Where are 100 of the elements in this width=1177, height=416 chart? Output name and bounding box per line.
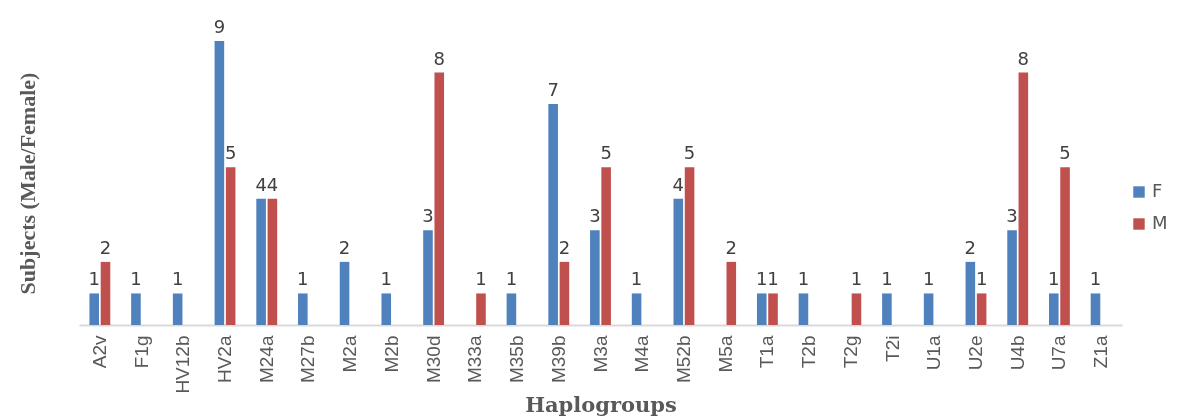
data-label: 9	[213, 16, 226, 37]
data-label: 1	[1048, 268, 1060, 290]
bar	[476, 293, 486, 325]
data-label: 1	[1089, 268, 1102, 290]
data-label: 1	[171, 268, 184, 290]
x-tick-label: M33a	[464, 335, 486, 384]
bar	[976, 293, 987, 325]
bar	[851, 293, 862, 325]
x-tick-label: M2a	[339, 335, 361, 373]
bar	[548, 104, 558, 325]
bar	[1018, 72, 1029, 325]
bar	[756, 293, 767, 325]
x-axis-title: Haplogroups	[525, 391, 677, 416]
bar	[882, 293, 892, 325]
data-label: 4	[255, 173, 267, 195]
data-label: 3	[1006, 205, 1018, 227]
bar	[298, 293, 308, 325]
x-tick-label: M30d	[422, 335, 444, 384]
x-tick-label: M52b	[672, 335, 694, 384]
data-label: 2	[99, 236, 112, 258]
x-tick-label: Z1a	[1090, 335, 1112, 369]
bar	[1048, 293, 1059, 325]
data-label: 8	[1017, 47, 1030, 69]
data-label: 1	[380, 268, 392, 290]
data-label: 5	[683, 142, 696, 164]
data-label: 1	[797, 268, 810, 290]
data-label: 2	[558, 236, 571, 258]
bar	[590, 230, 600, 325]
bar	[684, 167, 695, 325]
data-label: 1	[130, 268, 142, 290]
bar	[726, 261, 737, 325]
bar	[798, 293, 809, 325]
bar	[225, 167, 236, 325]
bar	[965, 261, 976, 325]
x-tick-label: HV2a	[214, 335, 236, 384]
data-label: 4	[266, 173, 279, 195]
y-axis-title: Subjects (Male/Female)	[14, 72, 40, 295]
x-tick-label: M35b	[506, 335, 528, 384]
bar	[506, 293, 517, 325]
x-tick-label: HV12b	[172, 335, 194, 394]
data-label: 1	[630, 268, 643, 290]
bar	[601, 167, 611, 325]
bar	[381, 293, 392, 325]
bar	[631, 293, 642, 325]
bar	[923, 293, 934, 325]
x-tick-label: U7a	[1048, 335, 1070, 371]
data-label: 1	[88, 268, 100, 290]
x-tick-label: M24a	[255, 335, 277, 384]
bar	[1090, 293, 1101, 325]
bar	[267, 198, 278, 325]
x-tick-label: A2v	[88, 335, 110, 369]
data-label: 3	[422, 205, 434, 227]
data-label: 7	[547, 79, 559, 101]
x-tick-label: U2e	[964, 335, 986, 371]
data-label: 2	[725, 236, 738, 258]
data-label: 3	[589, 205, 601, 227]
x-tick-label: F1g	[130, 335, 152, 369]
x-tick-label: M2b	[380, 335, 402, 373]
bar	[673, 198, 684, 325]
data-label: 5	[224, 142, 237, 164]
bar	[89, 293, 100, 325]
data-label: 1	[767, 268, 779, 290]
data-label: 5	[1059, 142, 1071, 164]
x-tick-label: T2i	[881, 335, 903, 362]
x-tick-label: M5a	[714, 335, 736, 373]
data-label: 1	[505, 268, 518, 290]
data-label: 1	[756, 268, 768, 290]
data-label: 4	[672, 173, 685, 195]
bar	[100, 261, 111, 325]
data-label: 8	[433, 47, 445, 69]
x-tick-label: M4a	[631, 335, 653, 373]
bar	[423, 230, 433, 325]
legend-label: M	[1152, 212, 1168, 233]
bar	[434, 72, 445, 325]
bar	[768, 293, 778, 325]
data-label: 2	[338, 236, 351, 258]
bar	[172, 293, 183, 325]
bar	[339, 261, 350, 325]
data-label: 1	[850, 268, 863, 290]
x-tick-label: M3a	[589, 335, 611, 373]
x-tick-label: M39b	[547, 335, 569, 384]
x-tick-label: M27b	[297, 335, 319, 384]
bar	[559, 261, 570, 325]
bar	[1007, 230, 1017, 325]
data-label: 1	[975, 268, 988, 290]
data-label: 1	[475, 268, 487, 290]
data-label: 1	[881, 268, 893, 290]
x-tick-label: U1a	[923, 335, 945, 371]
data-label: 5	[600, 142, 612, 164]
x-tick-label: T2b	[798, 335, 820, 369]
bar	[1060, 167, 1070, 325]
legend-label: F	[1152, 180, 1163, 201]
bar	[256, 198, 266, 325]
data-label: 2	[964, 236, 977, 258]
data-label: 1	[297, 268, 309, 290]
data-label: 1	[922, 268, 935, 290]
x-tick-label: T2g	[839, 335, 861, 369]
bar	[131, 293, 141, 325]
x-tick-label: U4b	[1006, 335, 1028, 371]
x-tick-label: T1a	[756, 335, 778, 369]
